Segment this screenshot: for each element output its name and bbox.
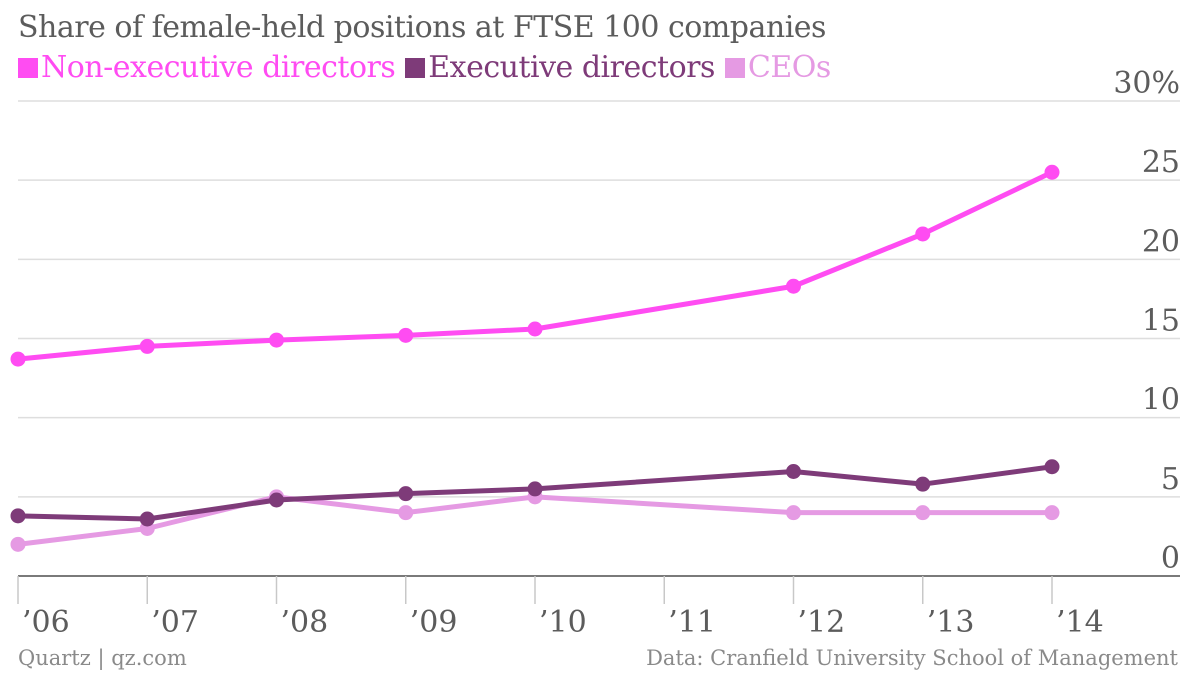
data-point-ceos bbox=[1044, 505, 1060, 521]
x-tick-label: ’10 bbox=[539, 605, 587, 640]
legend-label-non-executive-directors: Non-executive directors bbox=[41, 50, 396, 85]
footer-source: Data: Cranfield University School of Man… bbox=[646, 646, 1178, 670]
legend-label-ceos: CEOs bbox=[747, 50, 831, 85]
legend-item-non-executive-directors: Non-executive directors bbox=[18, 50, 396, 85]
series-line-ceos bbox=[15, 494, 1055, 547]
data-point-non-executive-directors bbox=[786, 278, 801, 294]
y-tick-label: 20 bbox=[1142, 224, 1180, 259]
data-point-non-executive-directors bbox=[139, 338, 155, 354]
y-tick-label: 25 bbox=[1142, 145, 1180, 180]
data-point-ceos bbox=[786, 505, 801, 521]
data-point-ceos bbox=[10, 536, 26, 552]
series-line-executive-directors bbox=[15, 464, 1055, 522]
data-point-executive-directors bbox=[786, 464, 801, 479]
x-tick-label: ’14 bbox=[1056, 605, 1104, 640]
legend-label-executive-directors: Executive directors bbox=[428, 50, 715, 85]
data-point-non-executive-directors bbox=[10, 351, 26, 367]
legend-item-ceos: CEOs bbox=[724, 50, 831, 85]
legend-swatch-ceos bbox=[724, 57, 745, 78]
legend-swatch-executive-directors bbox=[405, 57, 426, 78]
data-point-non-executive-directors bbox=[527, 321, 543, 337]
data-point-executive-directors bbox=[527, 481, 543, 497]
x-tick-label: ’11 bbox=[668, 605, 716, 640]
y-tick-label: 15 bbox=[1142, 304, 1180, 339]
footer-credit: Quartz | qz.com bbox=[18, 646, 187, 670]
data-point-ceos bbox=[398, 505, 414, 521]
data-point-non-executive-directors bbox=[269, 332, 284, 348]
data-point-executive-directors bbox=[915, 476, 931, 492]
data-point-non-executive-directors bbox=[915, 226, 931, 242]
y-tick-label: 5 bbox=[1161, 462, 1180, 497]
data-point-non-executive-directors bbox=[398, 327, 414, 343]
y-tick-label: 30% bbox=[1113, 66, 1180, 101]
x-tick-label: ’08 bbox=[281, 605, 329, 640]
data-point-executive-directors bbox=[398, 486, 414, 502]
data-point-executive-directors bbox=[269, 492, 284, 508]
legend-swatch-non-executive-directors bbox=[18, 57, 38, 78]
data-point-ceos bbox=[915, 505, 931, 521]
data-point-executive-directors bbox=[10, 508, 26, 524]
y-tick-label: 10 bbox=[1142, 383, 1180, 418]
data-point-executive-directors bbox=[139, 511, 155, 527]
x-tick-label: ’13 bbox=[927, 605, 975, 640]
x-tick-label: ’07 bbox=[151, 605, 199, 640]
x-tick-label: ’06 bbox=[22, 605, 70, 640]
x-tick-label: ’12 bbox=[798, 605, 846, 640]
data-point-non-executive-directors bbox=[1044, 164, 1060, 180]
data-point-executive-directors bbox=[1044, 459, 1060, 475]
chart-legend: Non-executive directors Executive direct… bbox=[18, 50, 831, 85]
x-tick-label: ’09 bbox=[410, 605, 458, 640]
series-line-non-executive-directors bbox=[15, 169, 1055, 362]
legend-item-executive-directors: Executive directors bbox=[405, 50, 715, 85]
chart-title: Share of female-held positions at FTSE 1… bbox=[18, 10, 826, 45]
y-tick-label: 0 bbox=[1161, 541, 1180, 576]
